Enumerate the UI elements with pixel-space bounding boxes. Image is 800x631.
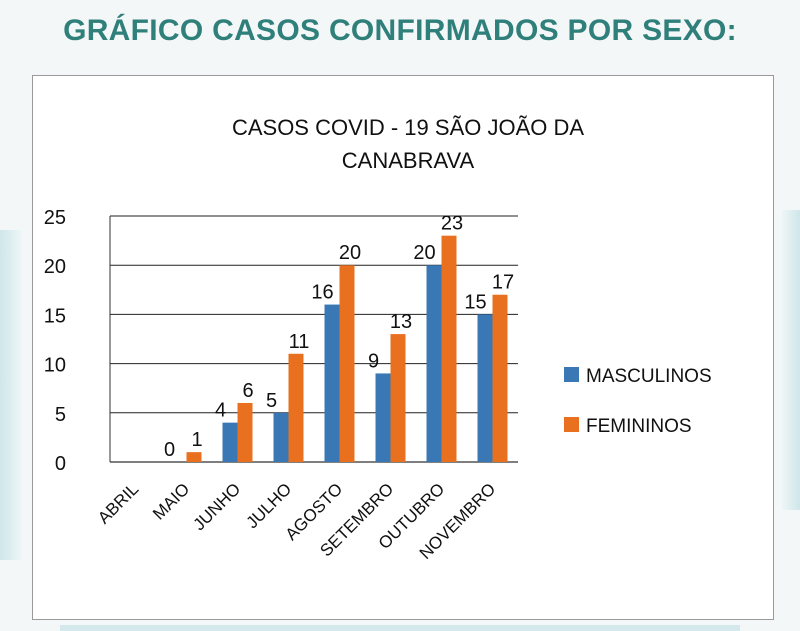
y-tick-label: 15 [44, 305, 66, 327]
data-label: 15 [464, 291, 486, 313]
data-label: 5 [266, 390, 277, 412]
bar-femininos-maio [186, 452, 202, 462]
y-tick-label: 25 [44, 207, 66, 229]
page-heading: GRÁFICO CASOS CONFIRMADOS POR SEXO: [63, 14, 737, 47]
data-label: 20 [413, 242, 435, 264]
y-tick-label: 5 [55, 404, 66, 426]
bar-chart: CASOS COVID - 19 SÃO JOÃO DA CANABRAVA 0… [44, 115, 712, 563]
legend-label: FEMININOS [586, 416, 692, 437]
data-label: 13 [390, 311, 412, 333]
legend: MASCULINOS FEMININOS [564, 366, 712, 437]
background-decoration-left [0, 230, 22, 560]
chart-title-line-2: CANABRAVA [342, 148, 475, 173]
background-decoration-bottom [60, 625, 740, 631]
bar-femininos-novembro [492, 294, 508, 462]
x-axis-tick-labels: ABRIL MAIOJUNHOJULHOAGOSTOSETEMBROOUTUBRO… [94, 479, 499, 563]
data-label: 11 [289, 331, 310, 353]
data-label: 16 [311, 282, 333, 304]
y-axis-tick-labels: 0 5 10 15 20 25 [44, 207, 66, 475]
bar-masculinos-junho [222, 422, 238, 462]
legend-swatch [564, 417, 579, 432]
x-tick-label: ABRIL [94, 479, 142, 527]
y-tick-label: 20 [44, 256, 66, 278]
bar-femininos-junho [237, 402, 253, 462]
bar-masculinos-agosto [324, 304, 340, 462]
data-label: 0 [164, 439, 175, 461]
data-label: 23 [441, 213, 463, 235]
bars [186, 235, 508, 462]
legend-label: MASCULINOS [586, 366, 712, 387]
bar-femininos-setembro [390, 334, 406, 462]
bar-femininos-julho [288, 353, 304, 462]
data-label: 9 [368, 350, 379, 372]
data-label: 4 [215, 400, 226, 422]
chart-title-line-1: CASOS COVID - 19 SÃO JOÃO DA [232, 115, 584, 140]
x-tick-label: MAIO [149, 479, 193, 523]
bar-femininos-agosto [339, 265, 355, 462]
grid-lines [109, 215, 518, 463]
bar-masculinos-julho [273, 412, 289, 462]
data-label: 20 [339, 242, 361, 264]
background-decoration-right [782, 210, 800, 510]
legend-swatch [564, 367, 579, 382]
bar-masculinos-novembro [477, 314, 493, 462]
data-labels: 0 146 5 11 16 20 9 13 20 23 15 17 [164, 213, 514, 461]
chart-card: CASOS COVID - 19 SÃO JOÃO DA CANABRAVA 0… [32, 75, 774, 620]
data-label: 17 [492, 272, 514, 294]
x-tick-label: JUNHO [189, 479, 244, 534]
data-label: 6 [242, 380, 253, 402]
bar-masculinos-setembro [375, 373, 391, 462]
bar-femininos-outubro [441, 235, 457, 462]
bar-masculinos-outubro [426, 265, 442, 462]
data-label: 1 [191, 429, 202, 451]
y-tick-label: 10 [44, 355, 66, 377]
y-tick-label: 0 [55, 453, 66, 475]
